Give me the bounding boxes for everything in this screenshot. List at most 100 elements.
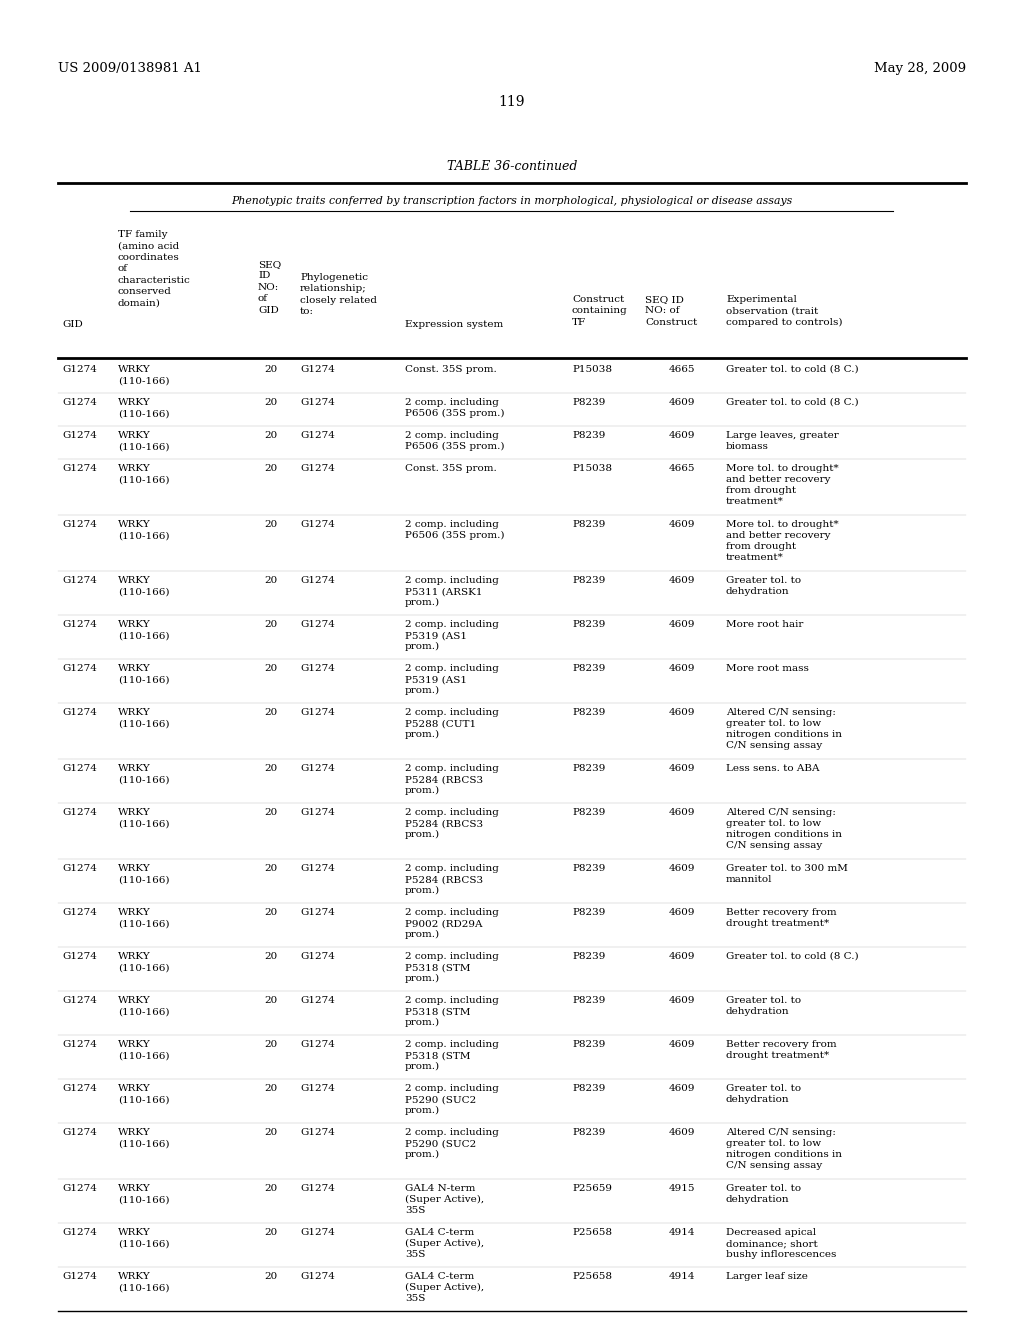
Text: WRKY
(110-166): WRKY (110-166) — [118, 620, 170, 640]
Text: P8239: P8239 — [572, 1084, 605, 1093]
Text: P8239: P8239 — [572, 708, 605, 717]
Text: 2 comp. including
P5290 (SUC2
prom.): 2 comp. including P5290 (SUC2 prom.) — [406, 1129, 499, 1159]
Text: WRKY
(110-166): WRKY (110-166) — [118, 764, 170, 784]
Text: Greater tol. to cold (8 C.): Greater tol. to cold (8 C.) — [726, 399, 859, 407]
Text: G1274: G1274 — [300, 865, 335, 873]
Text: G1274: G1274 — [300, 1040, 335, 1049]
Text: Better recovery from
drought treatment*: Better recovery from drought treatment* — [726, 908, 837, 928]
Text: P8239: P8239 — [572, 997, 605, 1005]
Text: 20: 20 — [265, 952, 278, 961]
Text: Less sens. to ABA: Less sens. to ABA — [726, 764, 819, 774]
Text: G1274: G1274 — [300, 432, 335, 440]
Text: P8239: P8239 — [572, 520, 605, 529]
Text: G1274: G1274 — [62, 576, 97, 585]
Text: Greater tol. to
dehydration: Greater tol. to dehydration — [726, 576, 801, 597]
Text: 4609: 4609 — [669, 1040, 695, 1049]
Text: P8239: P8239 — [572, 808, 605, 817]
Text: TF family
(amino acid
coordinates
of
characteristic
conserved
domain): TF family (amino acid coordinates of cha… — [118, 230, 190, 308]
Text: 20: 20 — [265, 764, 278, 774]
Text: G1274: G1274 — [300, 465, 335, 473]
Text: 4609: 4609 — [669, 764, 695, 774]
Text: More tol. to drought*
and better recovery
from drought
treatment*: More tol. to drought* and better recover… — [726, 520, 839, 562]
Text: 20: 20 — [265, 708, 278, 717]
Text: G1274: G1274 — [300, 708, 335, 717]
Text: 2 comp. including
P5319 (AS1
prom.): 2 comp. including P5319 (AS1 prom.) — [406, 620, 499, 651]
Text: WRKY
(110-166): WRKY (110-166) — [118, 1228, 170, 1249]
Text: WRKY
(110-166): WRKY (110-166) — [118, 465, 170, 484]
Text: 20: 20 — [265, 664, 278, 673]
Text: Construct
containing
TF: Construct containing TF — [572, 294, 628, 327]
Text: 20: 20 — [265, 520, 278, 529]
Text: Altered C/N sensing:
greater tol. to low
nitrogen conditions in
C/N sensing assa: Altered C/N sensing: greater tol. to low… — [726, 1129, 842, 1171]
Text: G1274: G1274 — [62, 465, 97, 473]
Text: Better recovery from
drought treatment*: Better recovery from drought treatment* — [726, 1040, 837, 1060]
Text: 2 comp. including
P5288 (CUT1
prom.): 2 comp. including P5288 (CUT1 prom.) — [406, 708, 499, 739]
Text: Greater tol. to
dehydration: Greater tol. to dehydration — [726, 1184, 801, 1204]
Text: 20: 20 — [265, 1129, 278, 1137]
Text: 4609: 4609 — [669, 708, 695, 717]
Text: G1274: G1274 — [300, 1272, 335, 1280]
Text: 20: 20 — [265, 576, 278, 585]
Text: Greater tol. to
dehydration: Greater tol. to dehydration — [726, 1084, 801, 1104]
Text: G1274: G1274 — [300, 399, 335, 407]
Text: P8239: P8239 — [572, 1129, 605, 1137]
Text: 20: 20 — [265, 620, 278, 630]
Text: US 2009/0138981 A1: US 2009/0138981 A1 — [58, 62, 202, 75]
Text: G1274: G1274 — [62, 952, 97, 961]
Text: 20: 20 — [265, 432, 278, 440]
Text: 20: 20 — [265, 808, 278, 817]
Text: 20: 20 — [265, 997, 278, 1005]
Text: Experimental
observation (trait
compared to controls): Experimental observation (trait compared… — [726, 294, 843, 327]
Text: Expression system: Expression system — [406, 319, 503, 329]
Text: G1274: G1274 — [300, 520, 335, 529]
Text: G1274: G1274 — [62, 432, 97, 440]
Text: 4609: 4609 — [669, 952, 695, 961]
Text: 20: 20 — [265, 465, 278, 473]
Text: SEQ
ID
NO:
of
GID: SEQ ID NO: of GID — [258, 260, 282, 314]
Text: WRKY
(110-166): WRKY (110-166) — [118, 952, 170, 972]
Text: 20: 20 — [265, 1040, 278, 1049]
Text: 4665: 4665 — [669, 366, 695, 374]
Text: G1274: G1274 — [300, 908, 335, 917]
Text: 20: 20 — [265, 399, 278, 407]
Text: G1274: G1274 — [62, 1040, 97, 1049]
Text: WRKY
(110-166): WRKY (110-166) — [118, 1184, 170, 1204]
Text: GAL4 C-term
(Super Active),
35S: GAL4 C-term (Super Active), 35S — [406, 1272, 484, 1303]
Text: G1274: G1274 — [300, 1184, 335, 1193]
Text: 2 comp. including
P5318 (STM
prom.): 2 comp. including P5318 (STM prom.) — [406, 997, 499, 1027]
Text: 4665: 4665 — [669, 465, 695, 473]
Text: G1274: G1274 — [62, 908, 97, 917]
Text: P8239: P8239 — [572, 952, 605, 961]
Text: GAL4 C-term
(Super Active),
35S: GAL4 C-term (Super Active), 35S — [406, 1228, 484, 1259]
Text: 4914: 4914 — [669, 1272, 695, 1280]
Text: G1274: G1274 — [62, 664, 97, 673]
Text: 2 comp. including
P5284 (RBCS3
prom.): 2 comp. including P5284 (RBCS3 prom.) — [406, 764, 499, 796]
Text: G1274: G1274 — [300, 366, 335, 374]
Text: G1274: G1274 — [300, 764, 335, 774]
Text: Greater tol. to
dehydration: Greater tol. to dehydration — [726, 997, 801, 1016]
Text: 4609: 4609 — [669, 576, 695, 585]
Text: 4609: 4609 — [669, 399, 695, 407]
Text: G1274: G1274 — [300, 664, 335, 673]
Text: 4609: 4609 — [669, 1084, 695, 1093]
Text: P8239: P8239 — [572, 908, 605, 917]
Text: 20: 20 — [265, 908, 278, 917]
Text: G1274: G1274 — [62, 1228, 97, 1237]
Text: 2 comp. including
P6506 (35S prom.): 2 comp. including P6506 (35S prom.) — [406, 399, 505, 418]
Text: P25659: P25659 — [572, 1184, 612, 1193]
Text: WRKY
(110-166): WRKY (110-166) — [118, 576, 170, 597]
Text: Large leaves, greater
biomass: Large leaves, greater biomass — [726, 432, 839, 451]
Text: G1274: G1274 — [62, 1129, 97, 1137]
Text: P8239: P8239 — [572, 664, 605, 673]
Text: SEQ ID
NO: of
Construct: SEQ ID NO: of Construct — [645, 294, 697, 327]
Text: 2 comp. including
P5318 (STM
prom.): 2 comp. including P5318 (STM prom.) — [406, 952, 499, 983]
Text: Greater tol. to cold (8 C.): Greater tol. to cold (8 C.) — [726, 366, 859, 374]
Text: 20: 20 — [265, 1084, 278, 1093]
Text: Larger leaf size: Larger leaf size — [726, 1272, 808, 1280]
Text: G1274: G1274 — [62, 764, 97, 774]
Text: 2 comp. including
P5318 (STM
prom.): 2 comp. including P5318 (STM prom.) — [406, 1040, 499, 1072]
Text: 119: 119 — [499, 95, 525, 110]
Text: WRKY
(110-166): WRKY (110-166) — [118, 1040, 170, 1060]
Text: G1274: G1274 — [62, 1184, 97, 1193]
Text: P8239: P8239 — [572, 576, 605, 585]
